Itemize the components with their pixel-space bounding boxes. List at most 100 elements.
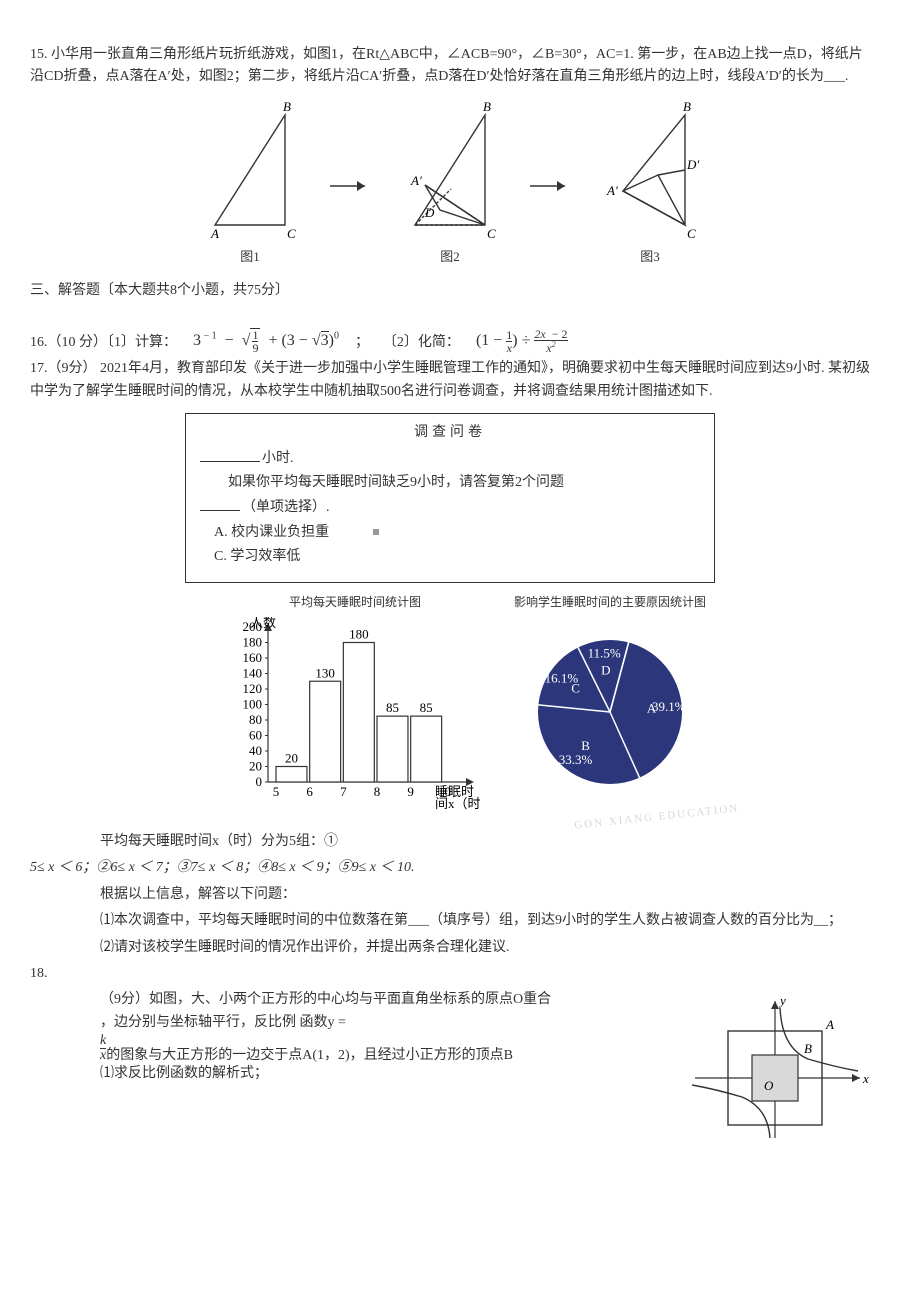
- bar-chart-svg: 020406080100120140160180200人数56789102013…: [230, 617, 480, 817]
- svg-text:C: C: [687, 226, 696, 241]
- svg-text:20: 20: [249, 758, 262, 773]
- svg-text:7: 7: [340, 784, 347, 799]
- q18-line4: ⑴求反比例函数的解析式；: [100, 1063, 670, 1085]
- box-line1: 小时.: [200, 447, 700, 470]
- q17-groups: 平均每天睡眠时间x（时）分为5组：①: [100, 834, 338, 849]
- q17-groups-intro: 平均每天睡眠时间x（时）分为5组：①: [30, 831, 870, 853]
- svg-text:D: D: [424, 205, 435, 220]
- box-optA: A. 校内课业负担重: [200, 522, 700, 544]
- svg-text:O: O: [764, 1078, 774, 1093]
- q18-svg: x y O A B: [680, 993, 870, 1143]
- svg-text:C: C: [287, 226, 296, 241]
- q15-fig2-svg: B C A′ D: [385, 95, 515, 245]
- pie-chart-svg: A39.1%B33.3%C16.1%D11.5%: [510, 617, 710, 807]
- question-17: 17.（9分） 2021年4月，教育部印发《关于进一步加强中小学生睡眠管理工作的…: [30, 358, 870, 403]
- svg-text:A: A: [210, 226, 219, 241]
- question-15: 15. 小华用一张直角三角形纸片玩折纸游戏，如图1，在Rt△ABC中，∠ACB=…: [30, 44, 870, 89]
- svg-text:160: 160: [243, 650, 263, 665]
- box-line3-text: （单项选择）.: [242, 500, 330, 515]
- q15-figures: A C B 图1 B C A′ D 图2: [30, 95, 870, 268]
- q18-text: （9分）如图，大、小两个正方形的中心均与平面直角坐标系的原点O重合 ，边分别与坐…: [30, 989, 670, 1085]
- q15-number: 15.: [30, 47, 48, 62]
- svg-text:6: 6: [306, 784, 313, 799]
- svg-text:A′: A′: [410, 173, 422, 188]
- q17-intro: 2021年4月，教育部印发《关于进一步加强中小学生睡眠管理工作的通知》，明确要求…: [30, 361, 870, 398]
- q15-fig1-caption: 图1: [240, 247, 260, 268]
- box-title: 调查问卷: [200, 422, 700, 444]
- svg-text:85: 85: [386, 700, 399, 715]
- svg-text:40: 40: [249, 743, 262, 758]
- question-16: 16.（10 分）〔1〕计算： 3 − 1 − √ 1 9 + (3 − √3)…: [30, 308, 870, 354]
- pie-chart-title: 影响学生睡眠时间的主要原因统计图: [510, 593, 710, 612]
- charts-area: 平均每天睡眠时间统计图 020406080100120140160180200人…: [70, 593, 870, 825]
- q17-solve-intro: 根据以上信息，解答以下问题：: [30, 884, 870, 906]
- box-optC: C. 学习效率低: [200, 546, 700, 568]
- svg-text:B: B: [483, 99, 491, 114]
- question-18-number: 18.: [30, 963, 870, 985]
- svg-text:80: 80: [249, 712, 262, 727]
- q15-fig1-box: A C B 图1: [185, 95, 315, 268]
- arrow-1: [325, 106, 375, 256]
- svg-text:A′: A′: [606, 183, 618, 198]
- section-3-header: 三、解答题〔本大题共8个小题，共75分〕: [30, 280, 870, 302]
- q15-fig3-box: B C A′ D′ 图3: [585, 95, 715, 268]
- blank-hours: [200, 447, 260, 462]
- q18-line2: ，边分别与坐标轴平行，反比例 函数y =: [100, 1012, 670, 1034]
- q17-groups2: 5≤ x ＜ 6；②6≤ x ＜ 7；③7≤ x ＜ 8；④8≤ x ＜ 9；⑤…: [30, 857, 870, 879]
- bar-chart-title: 平均每天睡眠时间统计图: [230, 593, 480, 612]
- svg-text:B: B: [683, 99, 691, 114]
- q16-mid: ； 〔2〕化简：: [355, 308, 460, 354]
- q17-q1: ⑴本次调查中，平均每天睡眠时间的中位数落在第___（填序号）组，到达9小时的学生…: [30, 910, 870, 932]
- box-line1-suffix: 小时.: [262, 451, 294, 466]
- svg-text:9: 9: [407, 784, 414, 799]
- questionnaire-box: 调查问卷 小时. 如果你平均每天睡眠时间缺乏9小时，请答复第2个问题 （单项选择…: [185, 413, 715, 583]
- q18-kfrac: k x 的图象与大正方形的一边交于点A(1，2)，且经过小正方形的顶点B: [100, 1034, 670, 1063]
- svg-text:B: B: [581, 738, 590, 753]
- box-line2: 如果你平均每天睡眠时间缺乏9小时，请答复第2个问题: [200, 472, 700, 494]
- svg-text:180: 180: [243, 634, 263, 649]
- bar-chart-box: 平均每天睡眠时间统计图 020406080100120140160180200人…: [230, 593, 480, 825]
- svg-text:间x（时）: 间x（时）: [435, 796, 480, 811]
- svg-text:16.1%: 16.1%: [545, 670, 579, 685]
- svg-text:x: x: [862, 1071, 869, 1086]
- q15-fig3-svg: B C A′ D′: [585, 95, 715, 245]
- optA-text: A. 校内课业负担重: [214, 525, 329, 540]
- arrow-2: [525, 106, 575, 256]
- question-18: （9分）如图，大、小两个正方形的中心均与平面直角坐标系的原点O重合 ，边分别与坐…: [30, 989, 870, 1151]
- svg-text:8: 8: [374, 784, 381, 799]
- q16-expr1: 3 − 1 − √ 1 9 + (3 − √3)0: [193, 328, 339, 354]
- q16-expr2: (1 − 1 x ) ÷ 2x − 2 x2: [476, 328, 568, 354]
- svg-text:39.1%: 39.1%: [652, 699, 686, 714]
- q15-fig1-svg: A C B: [185, 95, 315, 245]
- svg-text:100: 100: [243, 696, 263, 711]
- svg-text:85: 85: [420, 700, 433, 715]
- svg-text:5: 5: [273, 784, 280, 799]
- pie-chart-box: 影响学生睡眠时间的主要原因统计图 A39.1%B33.3%C16.1%D11.5…: [510, 593, 710, 815]
- q18-figure: x y O A B: [680, 993, 870, 1151]
- svg-text:11.5%: 11.5%: [588, 645, 621, 660]
- svg-text:33.3%: 33.3%: [559, 752, 593, 767]
- blank-option: [200, 496, 240, 511]
- q17-q2: ⑵请对该校学生睡眠时间的情况作出评价，并提出两条合理化建议.: [30, 937, 870, 959]
- svg-text:B: B: [283, 99, 291, 114]
- svg-text:130: 130: [315, 665, 335, 680]
- q16-prefix: 16.（10 分）〔1〕计算：: [30, 308, 177, 354]
- q15-fig3-caption: 图3: [640, 247, 660, 268]
- kfrac-top: k: [100, 1033, 106, 1048]
- svg-text:D′: D′: [686, 157, 699, 172]
- svg-text:0: 0: [256, 774, 263, 789]
- svg-text:140: 140: [243, 665, 263, 680]
- dot-icon: [373, 529, 379, 535]
- svg-text:120: 120: [243, 681, 263, 696]
- q15-fig2-box: B C A′ D 图2: [385, 95, 515, 268]
- q17-number: 17.（9分）: [30, 361, 97, 376]
- svg-text:B: B: [804, 1041, 812, 1056]
- svg-text:y: y: [778, 993, 786, 1008]
- svg-text:20: 20: [285, 750, 298, 765]
- svg-text:180: 180: [349, 626, 369, 641]
- svg-text:C: C: [487, 226, 496, 241]
- svg-text:60: 60: [249, 727, 262, 742]
- q18-line3: 的图象与大正方形的一边交于点A(1，2)，且经过小正方形的顶点B: [106, 1048, 513, 1063]
- svg-text:A: A: [825, 1017, 834, 1032]
- box-line3: （单项选择）.: [200, 496, 700, 519]
